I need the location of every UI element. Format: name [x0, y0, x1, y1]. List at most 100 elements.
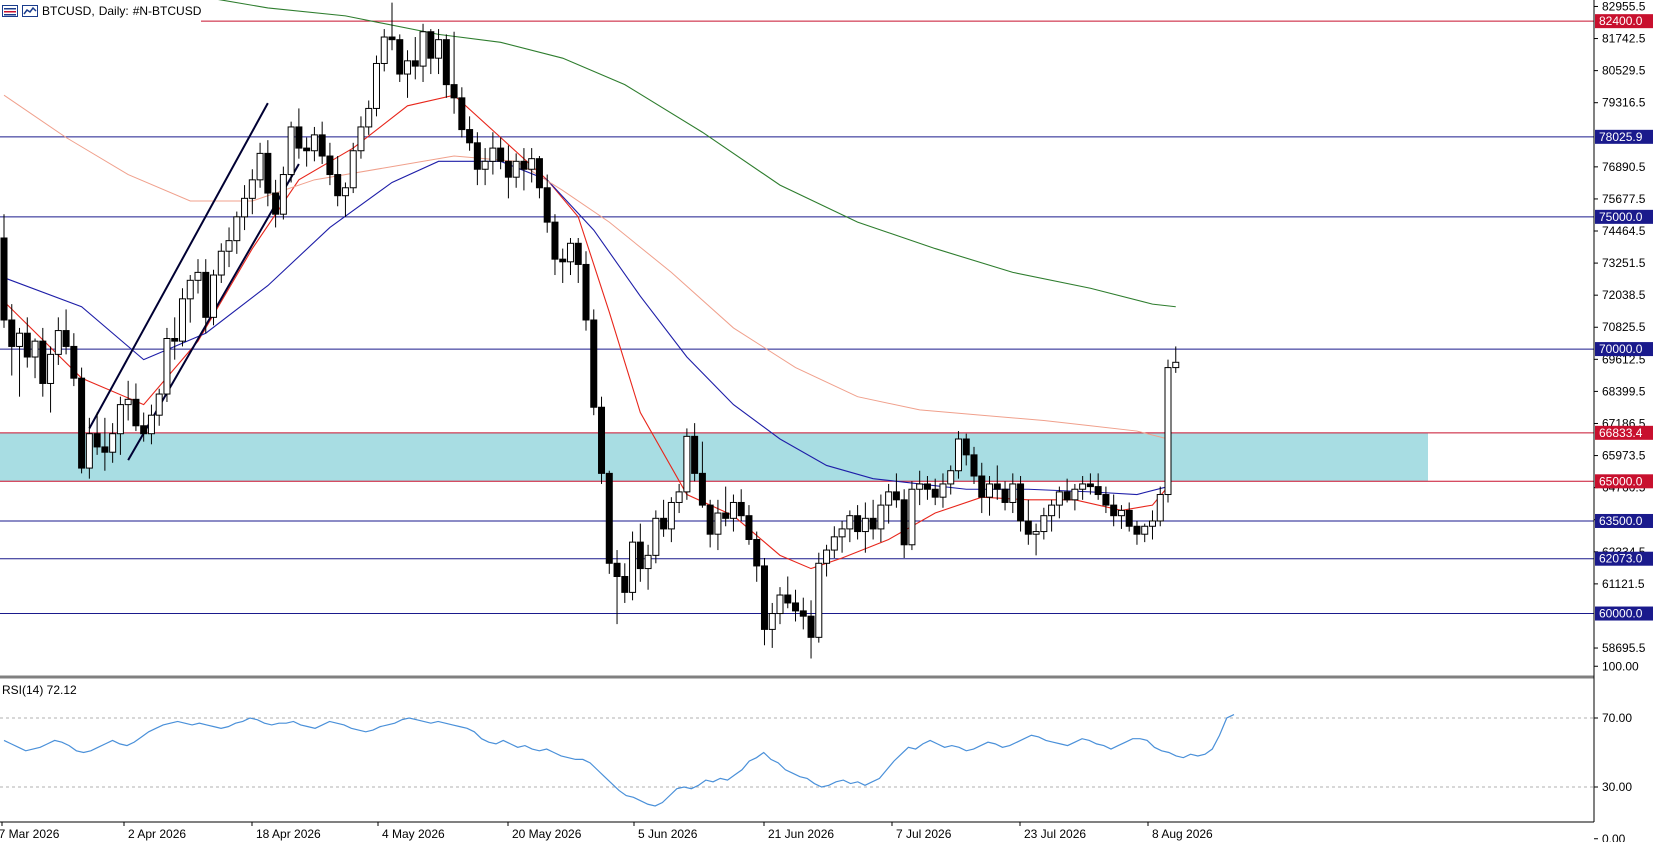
candle-bearish: [1063, 491, 1071, 501]
price-level-badge: [1595, 425, 1653, 440]
candle-bullish: [877, 504, 885, 530]
candle-bullish: [652, 517, 660, 556]
candle-bearish: [1110, 504, 1118, 517]
candle-bearish: [598, 406, 606, 474]
candle-bullish: [823, 549, 831, 564]
candle-bearish: [753, 538, 761, 567]
price-tick-label: 68399.5: [1602, 384, 1646, 398]
candle-bullish: [194, 271, 202, 281]
candle-bearish: [473, 142, 481, 170]
candle-bullish: [830, 536, 838, 551]
candle-bullish: [147, 414, 155, 435]
candle-bearish: [923, 483, 931, 490]
candle-bullish: [1141, 525, 1149, 535]
candle-bullish: [729, 501, 737, 519]
candle-bullish: [310, 134, 318, 152]
candle-bullish: [1055, 491, 1063, 506]
candle-bearish: [318, 134, 326, 157]
candle-bullish: [838, 528, 846, 538]
candle-bullish: [404, 60, 412, 75]
candle-bearish: [295, 126, 303, 149]
price-level-label: 63500.0: [1599, 514, 1643, 528]
candle-bullish: [683, 435, 691, 493]
candle-bearish: [62, 330, 70, 347]
candle-bullish: [349, 150, 357, 189]
candle-bearish: [698, 472, 706, 506]
candle-bullish: [116, 404, 124, 435]
date-tick-label: 21 Jun 2026: [768, 827, 834, 841]
candle-bearish: [535, 158, 543, 189]
candle-bullish: [512, 160, 520, 178]
candle-bearish: [1086, 483, 1094, 488]
candle-bearish: [450, 84, 458, 99]
date-tick-label: 7 Jul 2026: [896, 827, 952, 841]
price-level-badge: [1595, 14, 1653, 29]
candle-bearish: [264, 152, 272, 194]
candle-bullish: [1148, 520, 1156, 527]
moving-average-green: [218, 0, 1176, 308]
candle-bullish: [1048, 504, 1056, 517]
candle-bearish: [559, 258, 567, 263]
candle-bearish: [39, 340, 47, 384]
candle-bearish: [745, 515, 753, 540]
price-tick-label: 82955.5: [1602, 0, 1646, 13]
candle-bearish: [497, 147, 505, 162]
symbol-label: BTCUSD: [42, 4, 92, 18]
date-tick-label: 5 Jun 2026: [638, 827, 698, 841]
candle-bullish: [861, 517, 869, 533]
rsi-tick-label: 30.00: [1602, 780, 1632, 794]
candle-bearish: [792, 602, 800, 612]
price-tick-label: 81742.5: [1602, 32, 1646, 46]
candle-bullish: [768, 613, 776, 630]
candle-bullish: [916, 483, 924, 490]
date-tick-label: 23 Jul 2026: [1024, 827, 1086, 841]
candle-bearish: [132, 398, 140, 427]
symbol-menu-icon[interactable]: [2, 5, 18, 17]
candle-bullish: [163, 338, 171, 395]
candle-bullish: [357, 126, 365, 152]
chart-type-icon[interactable]: [22, 5, 38, 17]
candle-bullish: [124, 398, 132, 406]
candle-bearish: [396, 39, 404, 75]
trend-channel-line: [88, 102, 269, 429]
candle-bearish: [605, 472, 613, 564]
date-tick-label: 18 Apr 2026: [256, 827, 321, 841]
candle-bearish: [202, 271, 210, 318]
date-axis-ticks: 17 Mar 2026 2 Apr 2026 18 Apr 2026 4 May 20…: [0, 822, 1213, 841]
candle-bearish: [582, 263, 590, 321]
candle-bullish: [815, 562, 823, 638]
candle-bullish: [667, 501, 675, 530]
candle-bullish: [954, 438, 962, 472]
candle-bearish: [760, 565, 768, 630]
candle-bullish: [1164, 367, 1172, 496]
suffix-label: #N-BTCUSD: [132, 4, 202, 18]
candle-bearish: [101, 446, 109, 453]
candle-bearish: [504, 160, 512, 178]
candle-bearish: [1102, 494, 1110, 506]
candle-bearish: [574, 242, 582, 265]
price-tick-label: 76890.5: [1602, 160, 1646, 174]
candle-bullish: [939, 483, 947, 498]
candle-bearish: [854, 515, 862, 533]
candle-bullish: [233, 216, 241, 242]
date-tick-label: 8 Aug 2026: [1152, 827, 1213, 841]
date-tick-label: 20 May 2026: [512, 827, 582, 841]
price-level-badge: [1595, 474, 1653, 489]
header-comma: ,: [91, 4, 95, 18]
candle-bullish: [435, 39, 443, 59]
candle-bullish: [489, 147, 497, 162]
candle-bearish: [900, 499, 908, 546]
candle-bearish: [970, 454, 978, 477]
candle-bullish: [481, 160, 489, 170]
candle-bearish: [140, 425, 148, 435]
candle-bullish: [248, 179, 256, 199]
candle-bullish: [155, 393, 163, 416]
candle-bullish: [947, 470, 955, 485]
candle-bearish: [636, 541, 644, 570]
candle-bearish: [978, 475, 986, 498]
price-level-badge: [1595, 209, 1653, 224]
candle-bullish: [1040, 515, 1048, 533]
